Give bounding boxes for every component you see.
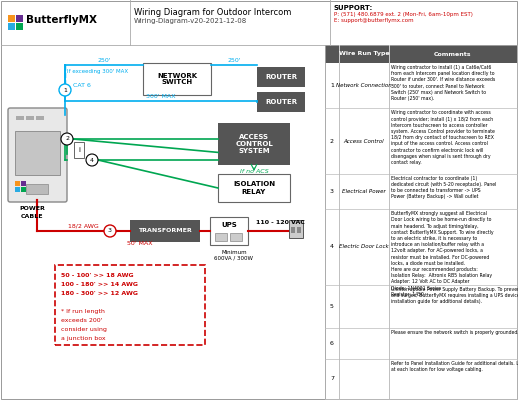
Text: If no ACS: If no ACS <box>240 169 268 174</box>
Text: Wiring Diagram for Outdoor Intercom: Wiring Diagram for Outdoor Intercom <box>134 8 291 17</box>
Circle shape <box>86 154 98 166</box>
Bar <box>16 116 24 120</box>
Text: 300' MAX: 300' MAX <box>146 94 176 99</box>
Text: POWER: POWER <box>19 206 45 211</box>
Text: exceeds 200': exceeds 200' <box>61 318 103 323</box>
Text: P: (571) 480.6879 ext. 2 (Mon-Fri, 6am-10pm EST): P: (571) 480.6879 ext. 2 (Mon-Fri, 6am-1… <box>334 12 473 17</box>
Bar <box>289 220 303 238</box>
Text: 3: 3 <box>108 228 112 234</box>
Text: 250': 250' <box>227 58 241 63</box>
Text: NETWORK
SWITCH: NETWORK SWITCH <box>157 72 197 86</box>
Bar <box>15 181 20 186</box>
Text: Wiring contractor to coordinate with access
control provider; install (1) x 18/2: Wiring contractor to coordinate with acc… <box>391 110 495 165</box>
Text: 100 - 180' >> 14 AWG: 100 - 180' >> 14 AWG <box>61 282 138 287</box>
Bar <box>26 116 34 120</box>
Text: Please ensure the network switch is properly grounded.: Please ensure the network switch is prop… <box>391 330 518 336</box>
Text: a junction box: a junction box <box>61 336 106 341</box>
Bar <box>257 67 305 87</box>
Bar <box>215 233 227 241</box>
Text: 50 - 100' >> 18 AWG: 50 - 100' >> 18 AWG <box>61 273 134 278</box>
Bar <box>143 63 211 95</box>
Text: Network Connection: Network Connection <box>336 83 392 88</box>
Text: ACCESS
CONTROL
SYSTEM: ACCESS CONTROL SYSTEM <box>235 134 273 154</box>
Text: 110 - 120 VAC: 110 - 120 VAC <box>255 220 305 225</box>
Text: CABLE: CABLE <box>21 214 43 219</box>
Text: Wiring contractor to install (1) a Cat6e/Cat6
from each Intercom panel location : Wiring contractor to install (1) a Cat6e… <box>391 65 495 101</box>
Bar <box>230 233 242 241</box>
Bar <box>325 45 517 63</box>
Bar <box>74 142 84 158</box>
Text: Electrical Power: Electrical Power <box>342 189 386 194</box>
Bar <box>16 23 23 30</box>
Bar <box>218 123 290 165</box>
Text: 4: 4 <box>330 244 334 250</box>
Text: E: support@butterflymx.com: E: support@butterflymx.com <box>334 18 414 23</box>
Text: 6: 6 <box>330 341 334 346</box>
Text: * If run length: * If run length <box>61 309 105 314</box>
Text: ButterflyMX: ButterflyMX <box>26 15 97 25</box>
Bar <box>325 45 517 399</box>
Text: ROUTER: ROUTER <box>265 99 297 105</box>
Circle shape <box>59 84 71 96</box>
Text: 250': 250' <box>97 58 111 63</box>
Text: Refer to Panel Installation Guide for additional details. Leave 6' service loop
: Refer to Panel Installation Guide for ad… <box>391 361 518 372</box>
Bar <box>21 187 26 192</box>
Text: If exceeding 300' MAX: If exceeding 300' MAX <box>67 68 128 74</box>
Text: 3: 3 <box>330 189 334 194</box>
Bar <box>15 187 20 192</box>
Text: 180 - 300' >> 12 AWG: 180 - 300' >> 12 AWG <box>61 291 138 296</box>
Circle shape <box>61 133 73 145</box>
Bar <box>21 181 26 186</box>
Text: 5: 5 <box>330 304 334 309</box>
Bar <box>218 174 290 202</box>
Text: Electrical contractor to coordinate (1)
dedicated circuit (with 5-20 receptacle): Electrical contractor to coordinate (1) … <box>391 176 496 200</box>
Text: Wiring-Diagram-v20-2021-12-08: Wiring-Diagram-v20-2021-12-08 <box>134 18 247 24</box>
Bar <box>16 15 23 22</box>
Text: CAT 6: CAT 6 <box>73 83 91 88</box>
Text: SUPPORT:: SUPPORT: <box>334 5 373 11</box>
Text: Comments: Comments <box>434 52 472 56</box>
Text: Wire Run Type: Wire Run Type <box>339 52 390 56</box>
Bar <box>15 131 60 175</box>
Bar <box>297 227 301 233</box>
Text: 50' MAX: 50' MAX <box>127 241 153 246</box>
Bar <box>36 116 44 120</box>
Text: UPS: UPS <box>221 222 237 228</box>
Text: 1: 1 <box>63 88 67 92</box>
Text: ButterflyMX strongly suggest all Electrical
Door Lock wiring to be home-run dire: ButterflyMX strongly suggest all Electri… <box>391 211 494 297</box>
Bar <box>130 220 200 242</box>
Bar <box>8 15 15 22</box>
Text: ROUTER: ROUTER <box>265 74 297 80</box>
Circle shape <box>104 225 116 237</box>
Text: ISOLATION
RELAY: ISOLATION RELAY <box>233 182 275 194</box>
Text: 18/2 AWG: 18/2 AWG <box>68 223 99 228</box>
Text: Access Control: Access Control <box>343 139 384 144</box>
Bar <box>291 227 295 233</box>
Text: Minimum
600VA / 300W: Minimum 600VA / 300W <box>214 250 253 261</box>
Text: 1: 1 <box>330 83 334 88</box>
Text: 7: 7 <box>330 376 334 381</box>
Text: 2: 2 <box>65 136 69 142</box>
Text: Electric Door Lock: Electric Door Lock <box>339 244 389 250</box>
Text: 4: 4 <box>90 158 94 162</box>
Bar <box>8 23 15 30</box>
Bar <box>26 184 48 194</box>
Text: i: i <box>78 146 80 152</box>
Bar <box>55 265 205 345</box>
Text: consider using: consider using <box>61 327 107 332</box>
Bar <box>257 92 305 112</box>
Text: 2: 2 <box>330 139 334 144</box>
Text: Uninterruptible Power Supply Battery Backup. To prevent voltage drops
and surges: Uninterruptible Power Supply Battery Bac… <box>391 287 518 304</box>
Bar <box>210 217 248 245</box>
Text: TRANSFORMER: TRANSFORMER <box>138 228 192 234</box>
FancyBboxPatch shape <box>8 108 67 202</box>
